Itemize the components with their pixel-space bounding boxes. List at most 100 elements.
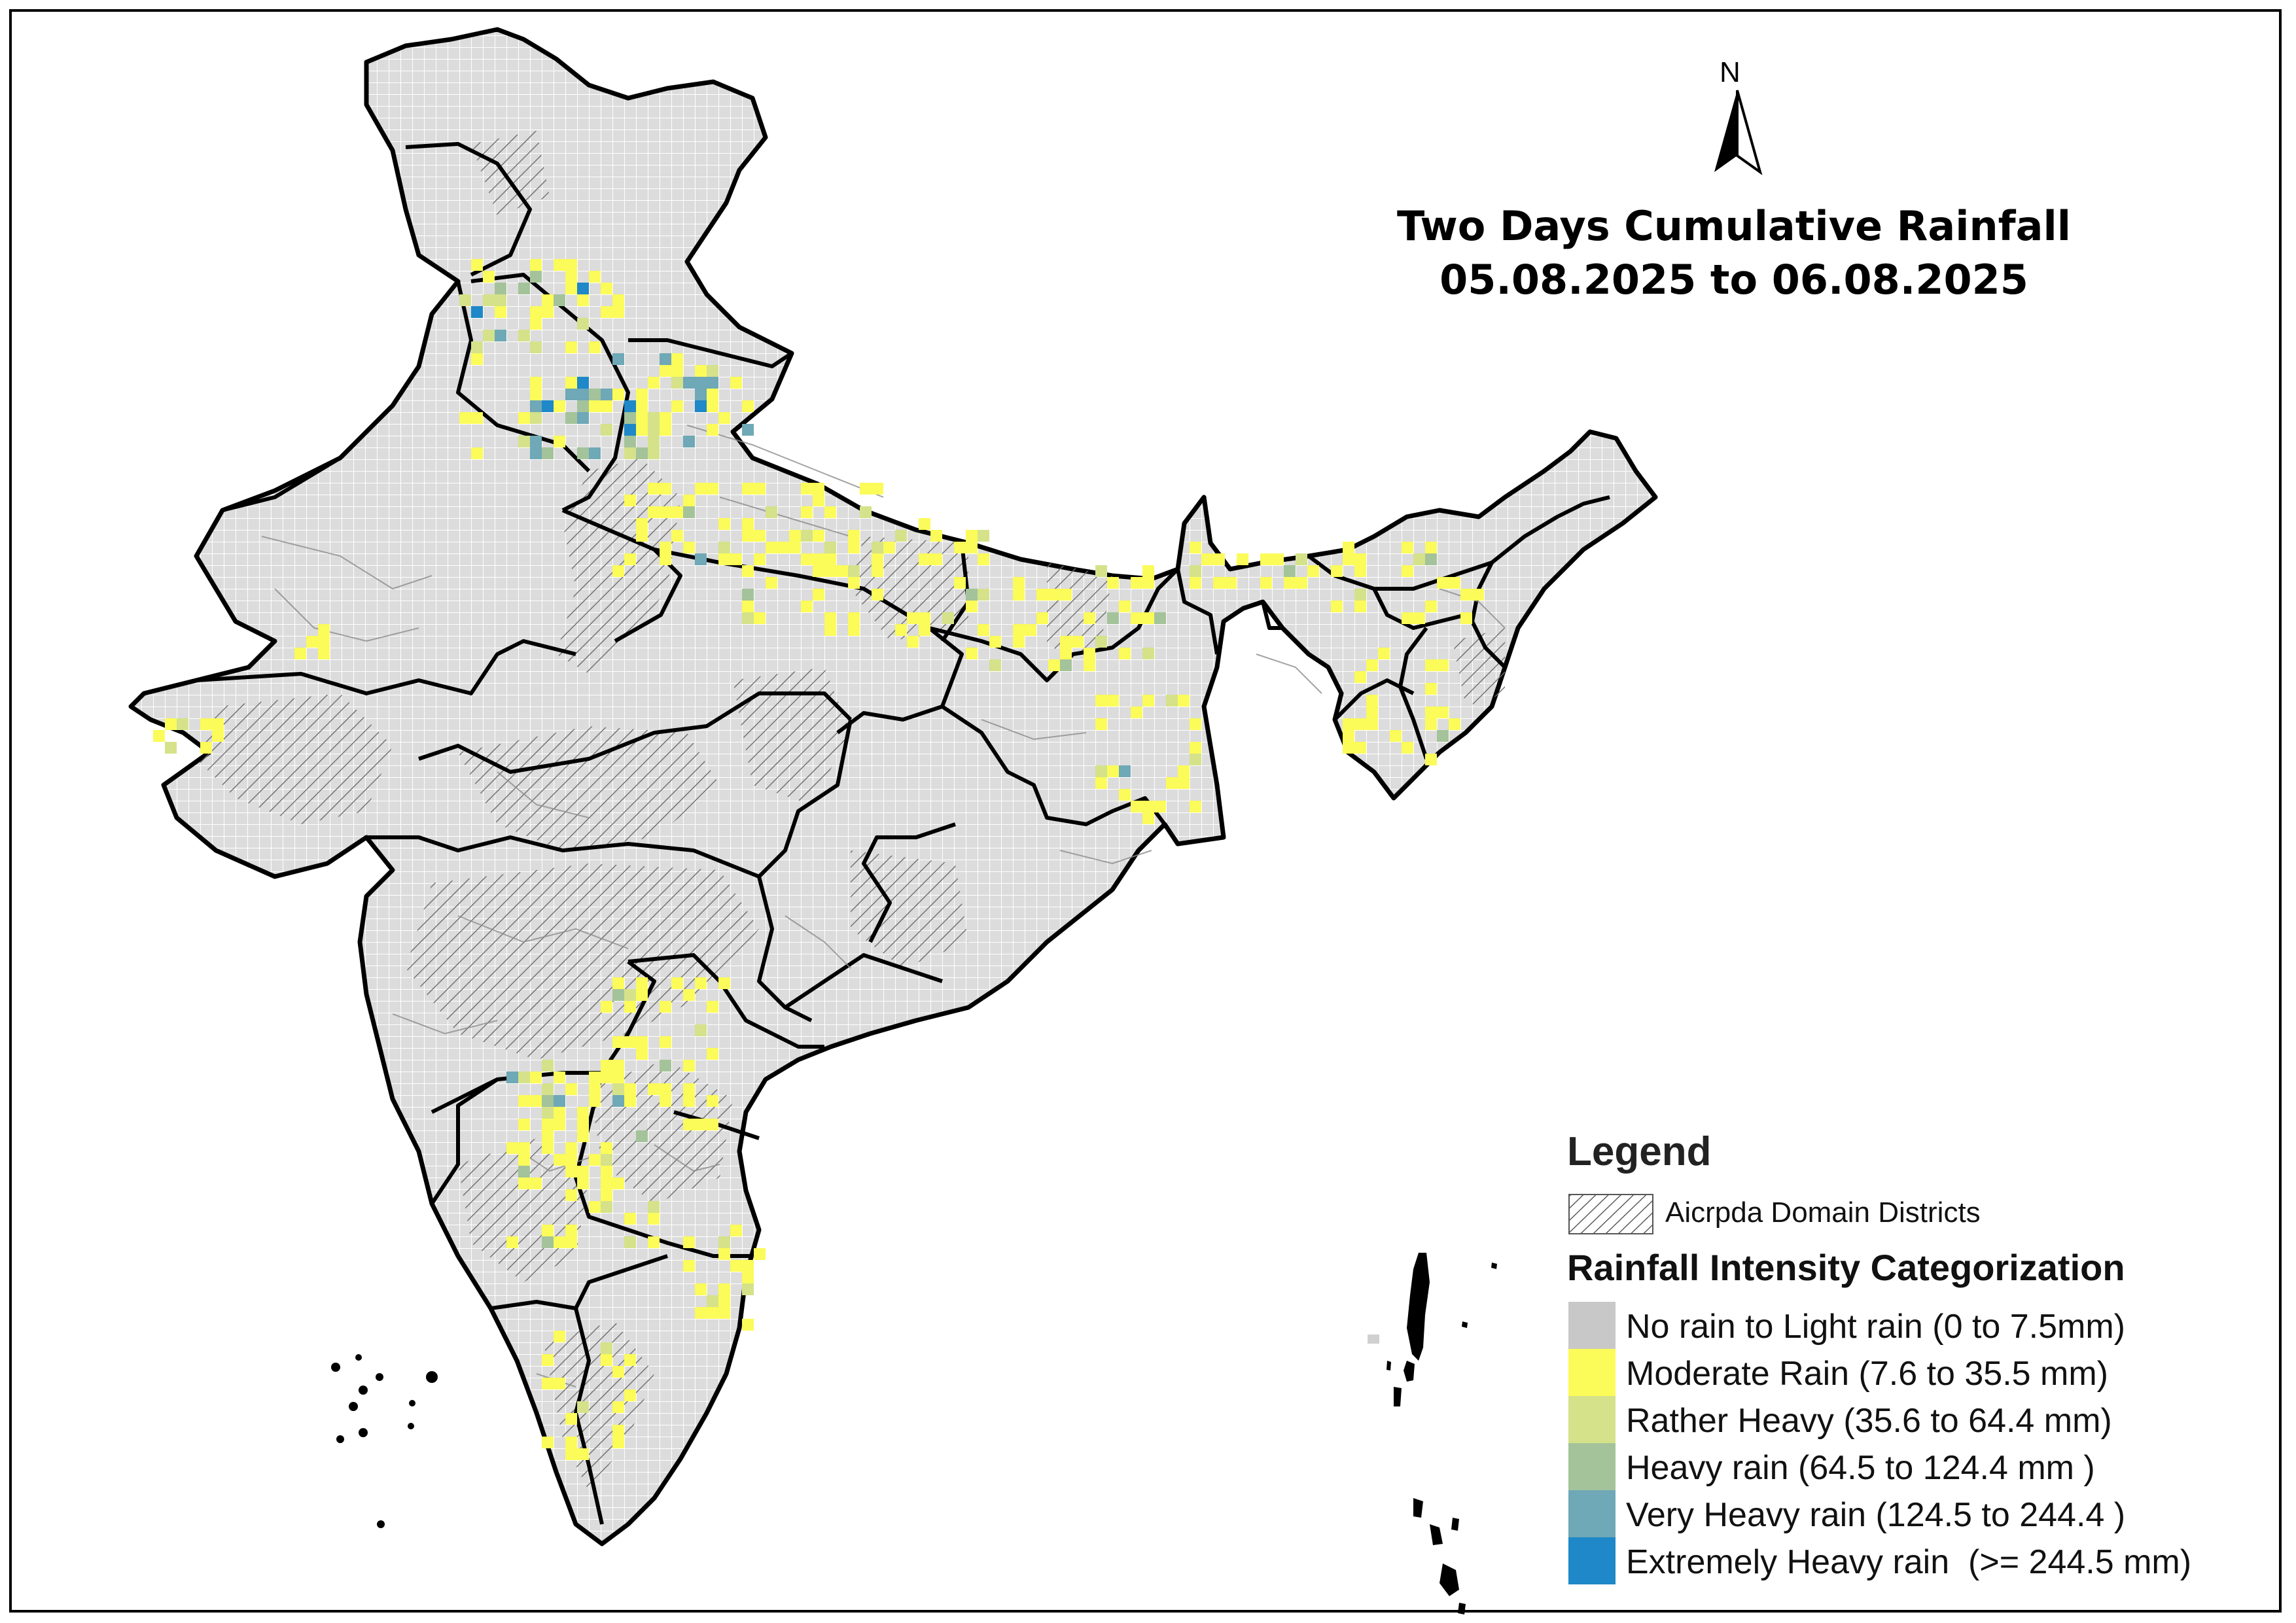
rainfall-cell [648, 483, 660, 495]
rainfall-cell [612, 1178, 624, 1189]
rainfall-cell [1060, 636, 1072, 648]
rainfall-cell [813, 589, 824, 601]
rainfall-cell [824, 553, 836, 565]
rainfall-cell [1084, 612, 1095, 624]
rainfall-cell [1142, 648, 1154, 659]
rainfall-cell [612, 1401, 624, 1413]
rainfall-cell [1237, 553, 1248, 565]
rainfall-cell [518, 1119, 530, 1130]
rainfall-cell [565, 1236, 577, 1248]
rainfall-cell [1296, 553, 1307, 565]
rainfall-cell [1402, 612, 1413, 624]
rainfall-cell [1190, 742, 1201, 754]
rainfall-cell [495, 330, 506, 341]
rainfall-cell [636, 447, 648, 459]
rainfall-cell [624, 1083, 636, 1095]
rainfall-cell [1437, 577, 1449, 589]
rainfall-cell [718, 1236, 730, 1248]
rainfall-cell [1084, 659, 1095, 671]
rainfall-cell [742, 565, 754, 577]
rainfall-cell [648, 1201, 660, 1213]
rainfall-cell [707, 1295, 718, 1307]
rainfall-cell [565, 271, 577, 283]
rainfall-cell [648, 1083, 660, 1095]
rainfall-cell [542, 400, 554, 412]
rainfall-cell [671, 530, 683, 542]
rainfall-cell [212, 718, 224, 730]
rainfall-cell [907, 636, 919, 648]
rainfall-cell [648, 447, 660, 459]
rainfall-cell [813, 553, 824, 565]
rainfall-cell [459, 294, 471, 306]
rainfall-cell [636, 389, 648, 400]
rainfall-cell [824, 542, 836, 553]
rainfall-cell [848, 624, 860, 636]
rainfall-cell [848, 612, 860, 624]
rainfall-cell [471, 259, 483, 271]
rainfall-cell [660, 506, 671, 518]
category-swatch [1568, 1396, 1616, 1443]
rainfall-cell [589, 447, 601, 459]
rainfall-cell [978, 553, 989, 565]
rainfall-cell [542, 1225, 554, 1236]
rainfall-cell [872, 483, 883, 495]
rainfall-cell [577, 1130, 589, 1142]
rainfall-cell [577, 412, 589, 424]
rainfall-cell [660, 412, 671, 424]
rainfall-cell [530, 271, 542, 283]
rainfall-cell [200, 718, 212, 730]
rainfall-cell [707, 1048, 718, 1060]
rainfall-cell [707, 1119, 718, 1130]
rainfall-cell [471, 353, 483, 365]
rainfall-cell [577, 389, 589, 400]
rainfall-cell [518, 412, 530, 424]
rainfall-cell [754, 483, 766, 495]
rainfall-cell [1425, 542, 1437, 553]
rainfall-cell [577, 1166, 589, 1178]
rainfall-cell [860, 483, 872, 495]
rainfall-cell [1296, 577, 1307, 589]
rainfall-cell [695, 977, 707, 989]
rainfall-cell [1343, 742, 1354, 754]
hatch-swatch [1568, 1194, 1653, 1234]
rainfall-cell [1190, 565, 1201, 577]
rainfall-cell [648, 1213, 660, 1225]
rainfall-cell [989, 659, 1001, 671]
rainfall-cell [966, 601, 978, 612]
rainfall-cell [824, 624, 836, 636]
rainfall-cell [707, 1095, 718, 1107]
rainfall-cell [1402, 565, 1413, 577]
rainfall-cell [589, 1154, 601, 1166]
rainfall-cell [742, 518, 754, 530]
rainfall-cell [1354, 601, 1366, 612]
rainfall-cell [1131, 707, 1142, 718]
rainfall-cell [471, 447, 483, 459]
rainfall-cell [624, 412, 636, 424]
rainfall-cell [1272, 553, 1284, 565]
rainfall-cell [730, 553, 742, 565]
rainfall-cell [978, 530, 989, 542]
rainfall-cell [471, 412, 483, 424]
rainfall-cell [671, 506, 683, 518]
rainfall-cell [1154, 612, 1166, 624]
rainfall-cell [1425, 601, 1437, 612]
rainfall-cell [612, 565, 624, 577]
rainfall-cell [966, 589, 978, 601]
rainfall-cell [518, 436, 530, 447]
rainfall-cell [542, 1354, 554, 1366]
rainfall-cell [1190, 718, 1201, 730]
rainfall-cell [989, 636, 1001, 648]
rainfall-cell [212, 730, 224, 742]
rainfall-cell [601, 1354, 612, 1366]
rainfall-cell [636, 1130, 648, 1142]
rainfall-cell [848, 530, 860, 542]
rainfall-cell [542, 1095, 554, 1107]
rainfall-cell [542, 1119, 554, 1130]
rainfall-cell [636, 977, 648, 989]
rainfall-cell [660, 1001, 671, 1013]
rainfall-cell [624, 436, 636, 447]
rainfall-cell [766, 577, 777, 589]
rainfall-cell [518, 1095, 530, 1107]
rainfall-cell [483, 271, 495, 283]
rainfall-cell [530, 377, 542, 389]
